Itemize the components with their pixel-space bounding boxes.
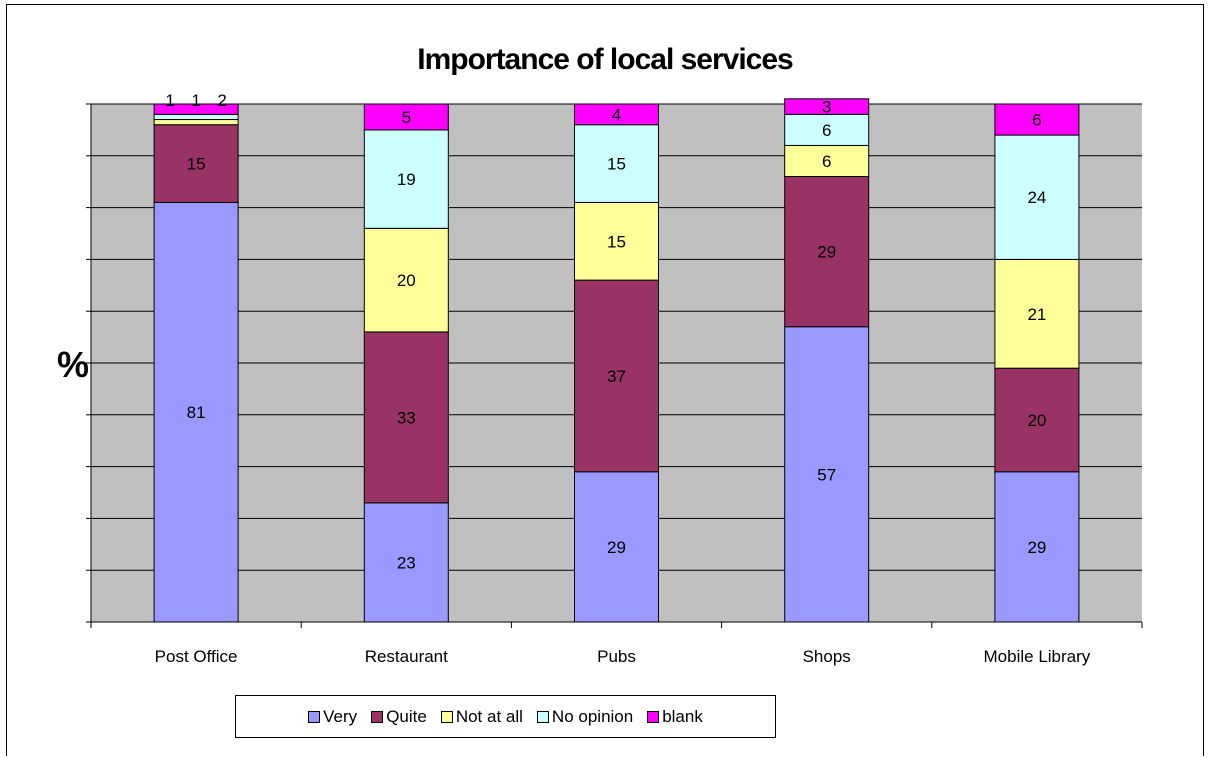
bar-segment	[784, 326, 870, 623]
legend-swatch	[308, 710, 321, 723]
data-label: 19	[397, 170, 416, 189]
bar-segment	[363, 502, 449, 623]
legend-swatch	[536, 710, 549, 723]
chart-title: Importance of local services	[417, 43, 793, 76]
data-label: 29	[1027, 538, 1046, 557]
legend-item: Quite	[371, 707, 427, 727]
legend-item: blank	[647, 707, 703, 727]
legend-item: No opinion	[536, 706, 634, 727]
legend: Very Quite Not at all No opinion blank	[235, 695, 776, 738]
data-label: 29	[817, 243, 836, 262]
bar-segment	[363, 227, 449, 333]
data-label: 81	[187, 403, 206, 422]
bar-segment	[994, 134, 1080, 260]
legend-item: Not at all	[440, 706, 523, 727]
data-label: 4	[612, 105, 621, 124]
bar-segment	[363, 103, 449, 131]
data-label: 5	[402, 108, 411, 127]
bar-segment	[153, 124, 239, 203]
bar-segment	[994, 367, 1080, 473]
data-label: 21	[1027, 305, 1046, 324]
legend-label: blank	[662, 706, 703, 726]
data-label: 29	[607, 538, 626, 557]
category-label: Restaurant	[365, 647, 448, 666]
data-label: 1	[191, 91, 200, 110]
legend-swatch	[371, 710, 384, 723]
data-label: 2	[217, 91, 226, 110]
legend-label: No opinion	[551, 706, 634, 726]
data-label: 20	[397, 271, 416, 290]
legend-swatch	[647, 710, 660, 723]
data-label: 20	[1027, 411, 1046, 430]
data-label: 6	[1032, 111, 1041, 130]
data-label: 57	[817, 465, 836, 484]
bar-segment	[574, 124, 659, 203]
data-label: 6	[822, 152, 831, 171]
bar-segment	[784, 176, 870, 328]
bar-segment	[994, 103, 1080, 136]
y-axis-label: %	[57, 344, 89, 385]
bar-segment	[363, 129, 449, 229]
data-label: 33	[397, 408, 416, 427]
data-label: 15	[607, 155, 626, 174]
category-label: Mobile Library	[984, 647, 1091, 666]
bar-segment	[574, 201, 659, 281]
bar-segment	[784, 98, 870, 115]
bar-segment	[994, 471, 1080, 623]
category-labels: Post Office Restaurant Pubs Shops Mobile Lib…	[155, 647, 1091, 666]
data-label: 37	[607, 367, 626, 386]
bar-segment	[994, 258, 1080, 369]
legend-label: Not at all	[455, 706, 523, 726]
data-label: 24	[1027, 188, 1046, 207]
bar-segment	[153, 103, 239, 115]
legend-label: Very	[323, 706, 358, 726]
category-label: Post Office	[155, 647, 238, 666]
data-label: 1	[165, 91, 174, 110]
bars	[153, 98, 1080, 623]
data-label: 3	[822, 98, 831, 117]
bar-segment	[574, 279, 659, 473]
legend-swatch	[440, 710, 453, 723]
data-label: 15	[607, 232, 626, 251]
bar-segment	[574, 471, 659, 623]
chart-frame: 81 15 1 1 2 23 33 20 19 5 29 37 15 15 4 57 29 6 6 3 29 20 21 24…	[6, 4, 1204, 756]
bar-segment	[574, 103, 659, 126]
data-label: 23	[397, 553, 416, 572]
data-label: 15	[187, 155, 206, 174]
bar-segment	[153, 113, 239, 121]
bar-segment	[784, 113, 870, 146]
legend-item: Very	[308, 707, 357, 727]
data-label: 6	[822, 121, 831, 140]
axes	[90, 104, 1143, 628]
bar-segment	[153, 119, 239, 126]
bar-segment	[784, 144, 870, 178]
legend-label: Quite	[386, 706, 427, 726]
category-label: Shops	[803, 647, 851, 666]
category-label: Pubs	[597, 647, 636, 666]
